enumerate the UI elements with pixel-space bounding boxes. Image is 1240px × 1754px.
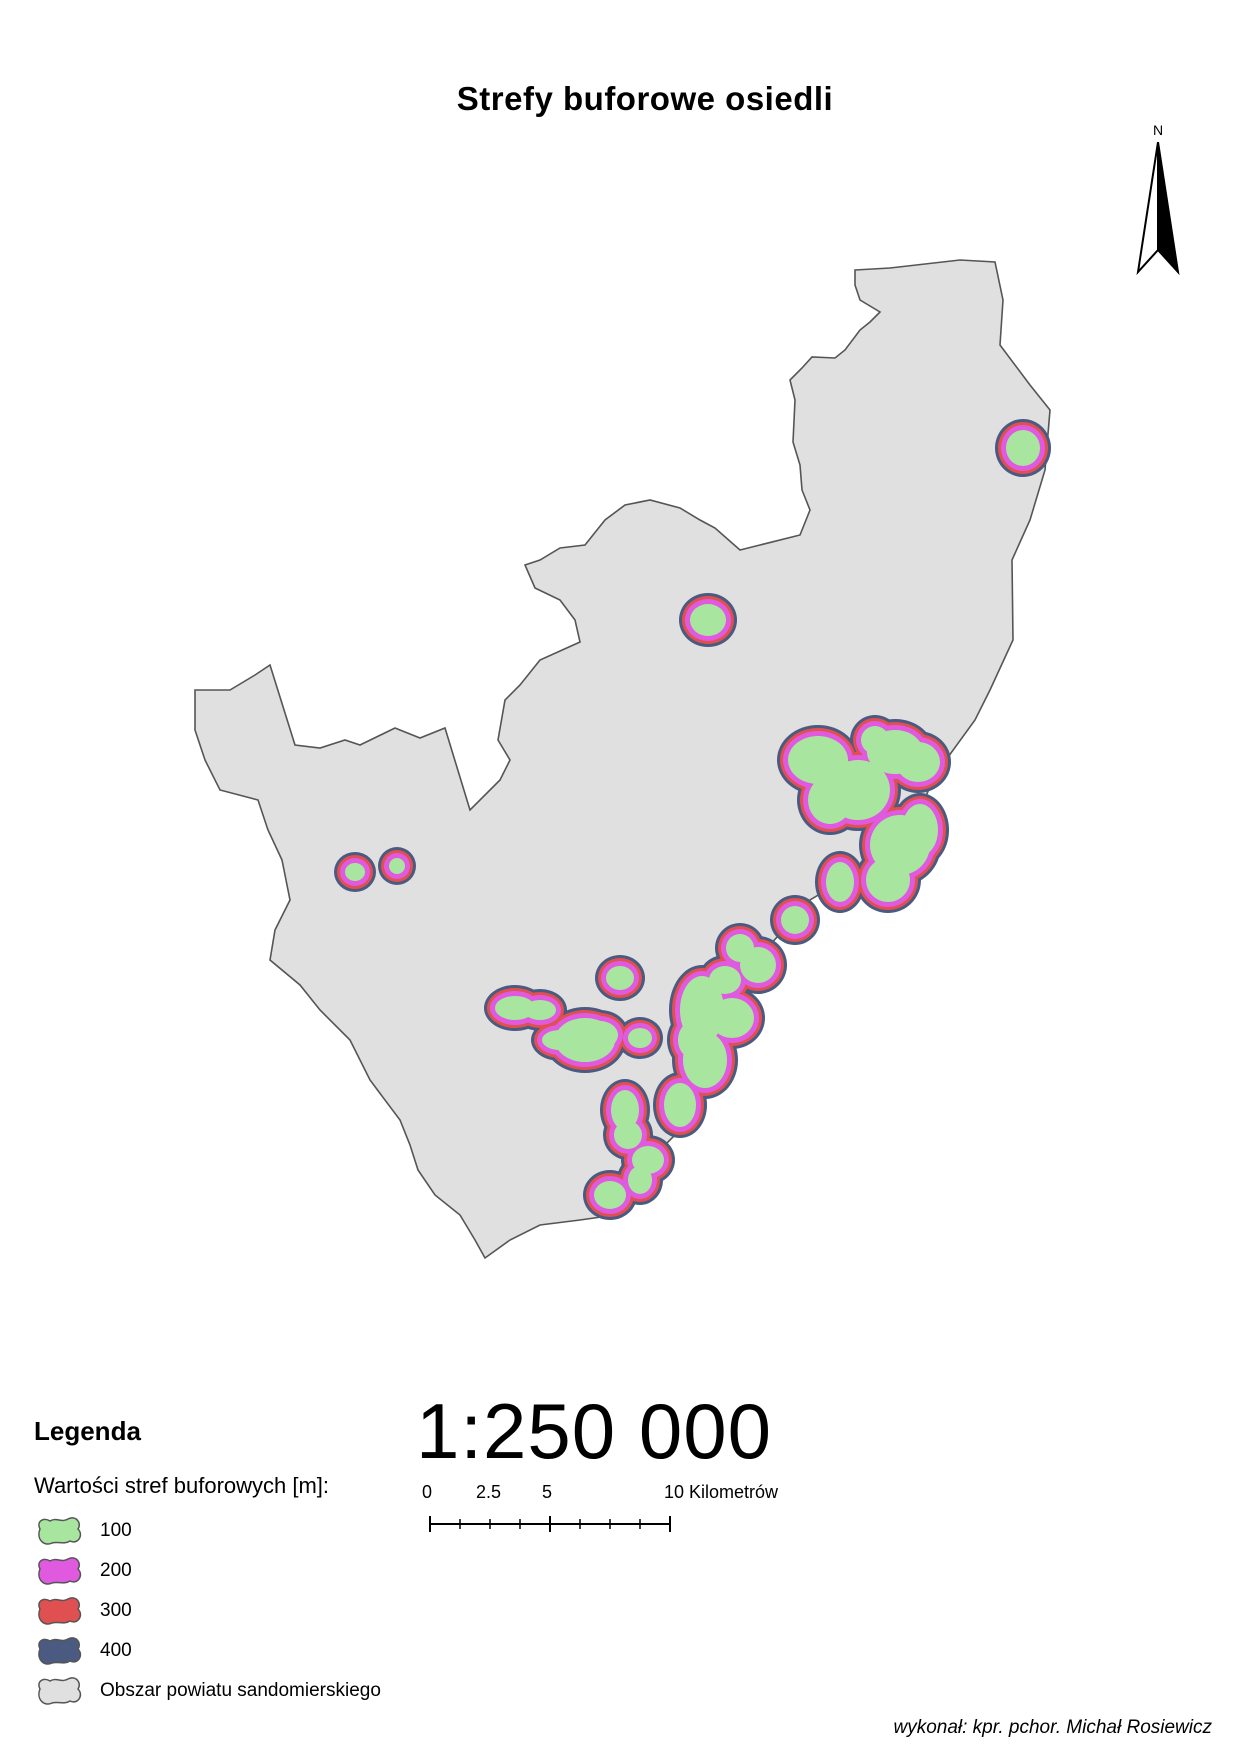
legend-item: Obszar powiatu sandomierskiego <box>34 1671 494 1711</box>
legend-swatch-icon <box>38 1637 82 1665</box>
legend-item-label: Obszar powiatu sandomierskiego <box>100 1680 381 1701</box>
buffer-zone <box>594 1181 626 1209</box>
legend-item: 200 <box>34 1551 494 1591</box>
buffer-zone <box>861 726 889 754</box>
legend-item-label: 200 <box>100 1560 132 1581</box>
legend-swatch-icon <box>38 1517 82 1545</box>
buffer-zone <box>690 604 726 636</box>
legend-swatch-icon <box>38 1557 82 1585</box>
buffer-zone <box>628 1166 652 1194</box>
scalebar-label-5: 5 <box>542 1482 553 1502</box>
buffer-zone <box>524 1000 556 1020</box>
buffer-zone <box>678 1022 706 1058</box>
settlement-buffers <box>334 419 1051 1220</box>
buffer-zone <box>495 996 535 1020</box>
buffer-zone <box>710 998 754 1038</box>
buffer-zone <box>542 1030 578 1050</box>
buffer-zone <box>628 1028 652 1048</box>
buffer-zone <box>902 804 938 856</box>
buffer-zone <box>606 966 634 990</box>
north-label: N <box>1152 122 1164 138</box>
author-credit: wykonał: kpr. pchor. Michał Rosiewicz <box>893 1717 1212 1738</box>
buffer-zone <box>726 934 754 962</box>
buffer-zone <box>345 863 365 881</box>
legend-item-label: 300 <box>100 1600 132 1621</box>
north-arrow-icon <box>1136 142 1180 276</box>
buffer-zone <box>664 1083 696 1127</box>
scalebar: 0 2.5 5 10 Kilometrów <box>420 1482 820 1542</box>
county-map <box>194 259 1051 1260</box>
map-title: Strefy buforowe osiedli <box>456 80 834 117</box>
scalebar-label-10: 10 Kilometrów <box>664 1482 779 1502</box>
buffer-zone <box>614 1121 642 1149</box>
legend-item-label: 100 <box>100 1520 132 1541</box>
legend-item: 300 <box>34 1591 494 1631</box>
buffer-zone <box>826 862 854 902</box>
legend-swatch-icon <box>38 1597 82 1625</box>
buffer-zone <box>1006 430 1040 466</box>
scale-ratio: 1:250 000 <box>416 1387 773 1475</box>
legend-swatch-icon <box>38 1677 82 1705</box>
legend-item: 100 <box>34 1511 494 1551</box>
legend: Legenda Wartości stref buforowych [m]: 1… <box>34 1416 494 1711</box>
north-arrow: N <box>1130 122 1186 287</box>
buffer-zone <box>866 858 910 902</box>
legend-item-label: 400 <box>100 1640 132 1661</box>
legend-subtitle: Wartości stref buforowych [m]: <box>34 1473 330 1498</box>
legend-item: 400 <box>34 1631 494 1671</box>
buffer-zone <box>896 742 940 782</box>
scalebar-graphic <box>429 1516 671 1532</box>
buffer-zone <box>582 1021 618 1049</box>
buffer-zone <box>781 906 809 934</box>
legend-title: Legenda <box>34 1416 141 1446</box>
buffer-zone <box>389 858 405 874</box>
buffer-zone <box>611 1090 639 1130</box>
scalebar-label-2-5: 2.5 <box>476 1482 502 1502</box>
scalebar-label-0: 0 <box>422 1482 433 1502</box>
buffer-zone <box>808 776 852 824</box>
